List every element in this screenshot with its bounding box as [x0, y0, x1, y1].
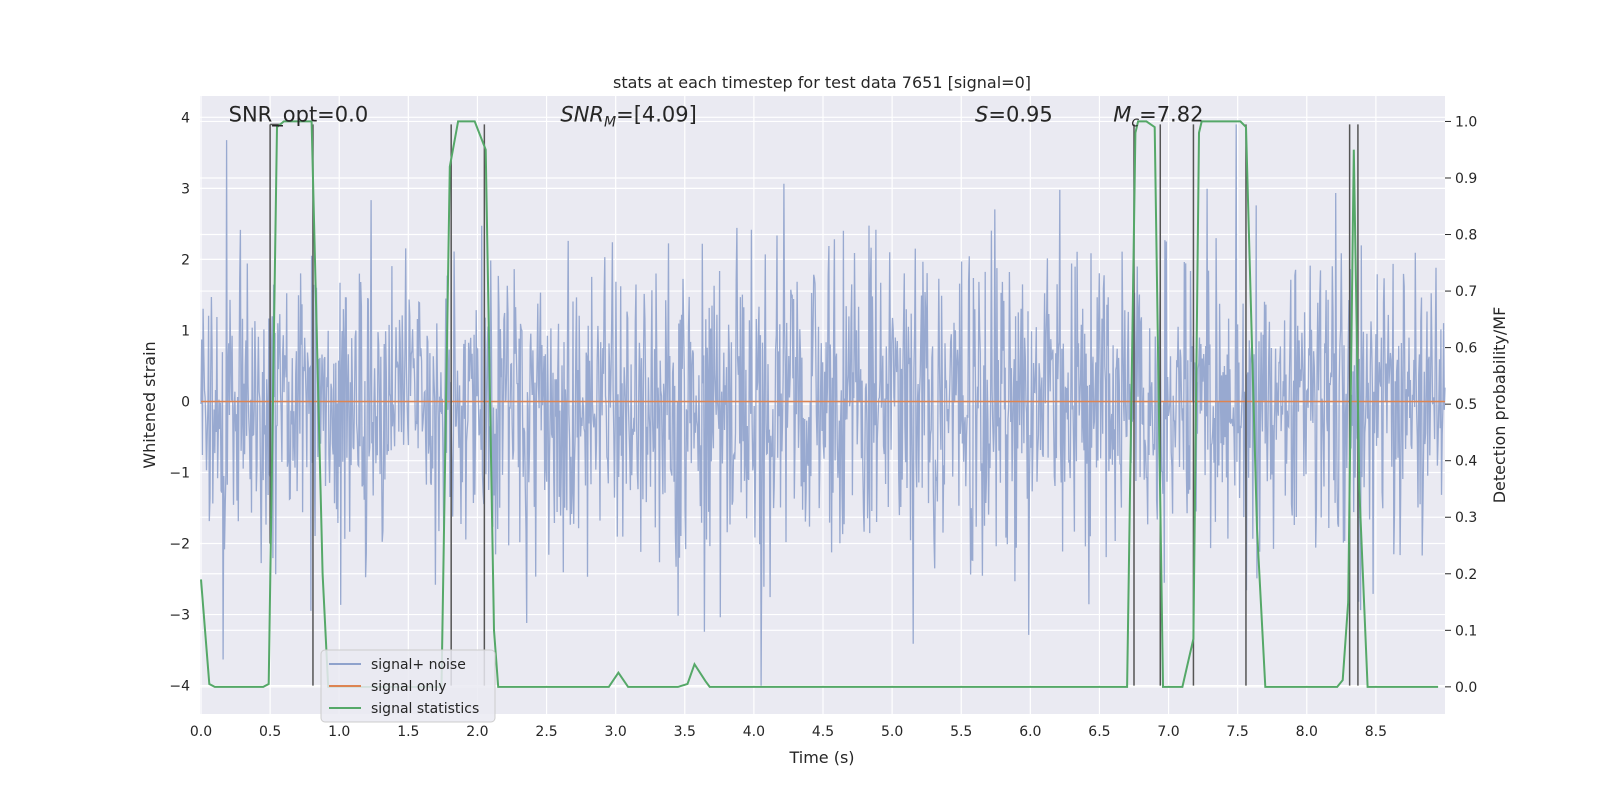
x-tick-label: 8.5 [1365, 724, 1387, 740]
legend-box [320, 649, 496, 723]
annotations: SNR_opt=0.0 SNRM=[4.09] S=0.95 Mc=7.82 [229, 102, 1204, 130]
x-tick-label: 7.5 [1227, 724, 1249, 740]
y-right-tick-label: 0.9 [1455, 171, 1477, 187]
x-axis-label: Time (s) [788, 748, 854, 767]
y-right-tick-label: 0.1 [1455, 623, 1477, 639]
y-right-tick-label: 0.5 [1455, 397, 1477, 413]
signal-statistics-line [200, 120, 1439, 688]
x-tick-label: 3.5 [674, 724, 696, 740]
y-right-tick-label: 0.7 [1455, 284, 1477, 300]
y-left-tick-label: 3 [181, 181, 190, 197]
y-right-tick-label: 0.6 [1455, 341, 1477, 357]
legend-label: signal+ noise [371, 657, 466, 673]
y-right-tick-label: 0.0 [1455, 680, 1477, 696]
x-tick-label: 3.0 [605, 724, 627, 740]
y-axis-label-right: Detection probability/MF [1490, 307, 1509, 504]
y-left-tick-label: 4 [181, 110, 190, 126]
y-right-tick-label: 0.2 [1455, 567, 1477, 583]
y-left-tick-label: 2 [181, 252, 190, 268]
x-tick-label: 4.0 [743, 724, 765, 740]
y-left-tick-label: 1 [181, 323, 190, 339]
x-tick-label: 5.5 [950, 724, 972, 740]
x-tick-label: 4.5 [812, 724, 834, 740]
x-tick-label: 5.0 [881, 724, 903, 740]
y-left-tick-label: 0 [181, 394, 190, 410]
x-tick-label: 6.0 [1019, 724, 1041, 740]
signal-noise-line [200, 124, 1446, 686]
x-tick-label: 2.0 [466, 724, 488, 740]
x-axis-ticks: 0.0 0.5 1.0 1.5 2.0 2.5 3.0 3.5 4.0 4.5 5.0 5.5 6.0 6… [190, 724, 1387, 740]
y-left-tick-label: −3 [169, 608, 190, 624]
annotation-text: SNR_opt=0.0 [229, 102, 369, 127]
x-tick-label: 7.0 [1157, 724, 1179, 740]
chart-title: stats at each timestep for test data 765… [613, 73, 1031, 92]
y-right-tick-label: 1.0 [1455, 114, 1477, 130]
legend-label: signal statistics [371, 701, 479, 717]
y-right-tick-label: 0.3 [1455, 510, 1477, 526]
annotation-text: S=0.95 [975, 102, 1053, 126]
annotation-text: SNRM=[4.09] [560, 102, 696, 130]
y-left-axis-ticks: 4 3 2 1 0 −1 −2 −3 −4 [169, 110, 190, 694]
x-tick-label: 2.5 [535, 724, 557, 740]
annotation-text: Mc=7.82 [1113, 102, 1203, 130]
y-left-tick-label: −1 [169, 465, 190, 481]
signal-noise-series [200, 124, 1446, 686]
legend: signal+ noise signal only signal statistic… [320, 649, 496, 723]
x-tick-label: 1.5 [397, 724, 419, 740]
x-tick-label: 6.5 [1088, 724, 1110, 740]
x-tick-label: 0.5 [259, 724, 281, 740]
x-tick-label: 8.0 [1296, 724, 1318, 740]
x-tick-label: 0.0 [190, 724, 212, 740]
y-right-axis-ticks: 1.0 0.9 0.8 0.7 0.6 0.5 0.4 0.3 0.2 0.1 0.0 [1445, 114, 1477, 696]
signal-statistics-series [200, 120, 1439, 688]
legend-label: signal only [371, 679, 446, 695]
x-tick-label: 1.0 [328, 724, 350, 740]
y-right-tick-label: 0.4 [1455, 454, 1477, 470]
y-left-tick-label: −2 [169, 537, 190, 553]
y-right-tick-label: 0.8 [1455, 228, 1477, 244]
y-left-tick-label: −4 [169, 679, 190, 695]
y-axis-label-left: Whitened strain [140, 341, 159, 468]
